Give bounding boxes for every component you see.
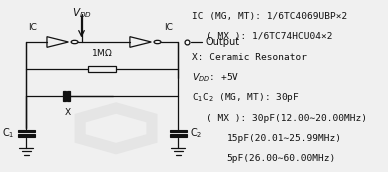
- Text: $V_{DD}$: +5V: $V_{DD}$: +5V: [192, 71, 239, 84]
- FancyBboxPatch shape: [17, 130, 35, 132]
- Text: $V_{DD}$: $V_{DD}$: [71, 7, 92, 20]
- FancyBboxPatch shape: [88, 66, 116, 72]
- Text: X: Ceramic Resonator: X: Ceramic Resonator: [192, 53, 307, 62]
- Text: C$_1$C$_2$ (MG, MT): 30pF: C$_1$C$_2$ (MG, MT): 30pF: [192, 91, 300, 104]
- FancyBboxPatch shape: [170, 130, 187, 132]
- Text: X: X: [65, 108, 71, 117]
- FancyBboxPatch shape: [170, 134, 187, 137]
- Text: IC: IC: [28, 23, 37, 32]
- Text: IC: IC: [164, 23, 173, 32]
- FancyBboxPatch shape: [62, 92, 66, 101]
- Text: Output: Output: [205, 37, 239, 47]
- Text: ( MX ): 30pF(12.00∼20.00MHz): ( MX ): 30pF(12.00∼20.00MHz): [206, 114, 367, 123]
- Text: C$_2$: C$_2$: [191, 126, 203, 140]
- Text: ( MX ): 1/6TC74HCU04×2: ( MX ): 1/6TC74HCU04×2: [206, 33, 333, 41]
- Text: 15pF(20.01∼25.99MHz): 15pF(20.01∼25.99MHz): [227, 134, 341, 143]
- Text: 5pF(26.00∼60.00MHz): 5pF(26.00∼60.00MHz): [227, 154, 336, 163]
- FancyBboxPatch shape: [17, 134, 35, 137]
- Text: C$_1$: C$_1$: [2, 126, 14, 140]
- Text: IC (MG, MT): 1/6TC4069UBP×2: IC (MG, MT): 1/6TC4069UBP×2: [192, 12, 347, 21]
- FancyBboxPatch shape: [67, 92, 70, 101]
- Text: 1M$\Omega$: 1M$\Omega$: [91, 47, 113, 58]
